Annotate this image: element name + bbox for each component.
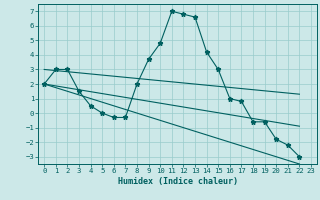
X-axis label: Humidex (Indice chaleur): Humidex (Indice chaleur) [118, 177, 238, 186]
